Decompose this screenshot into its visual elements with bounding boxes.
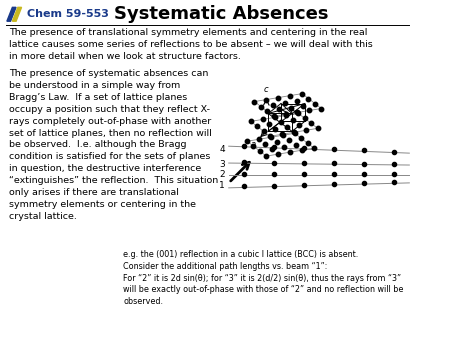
Text: 1: 1 <box>219 181 225 190</box>
Text: e.g. the (001) reflection in a cubic I lattice (BCC) is absent.
Consider the add: e.g. the (001) reflection in a cubic I l… <box>123 250 404 306</box>
Text: a: a <box>251 140 256 149</box>
Text: 4: 4 <box>220 145 225 154</box>
Text: 3: 3 <box>219 160 225 169</box>
Text: Systematic Absences: Systematic Absences <box>114 5 328 23</box>
Text: Chem 59-553: Chem 59-553 <box>27 9 109 19</box>
Text: The presence of systematic absences can
be understood in a simple way from
Bragg: The presence of systematic absences can … <box>9 69 218 221</box>
Text: 2: 2 <box>220 170 225 179</box>
Text: The presence of translational symmetry elements and centering in the real
lattic: The presence of translational symmetry e… <box>9 28 373 62</box>
Text: b: b <box>290 108 296 117</box>
Text: c: c <box>264 84 269 94</box>
Polygon shape <box>7 7 16 21</box>
Polygon shape <box>13 7 22 21</box>
